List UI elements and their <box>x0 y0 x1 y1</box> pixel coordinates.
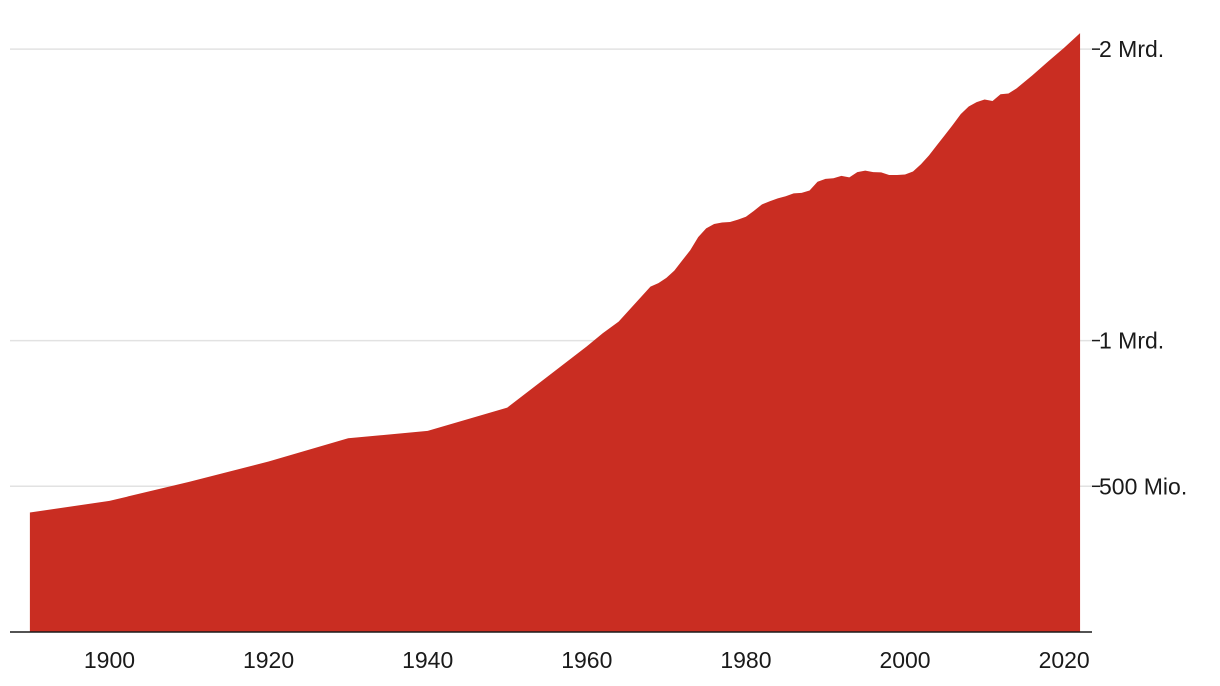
x-tick-label-0: 1900 <box>84 647 135 673</box>
x-tick-label-5: 2000 <box>879 647 930 673</box>
area-series <box>29 33 1081 633</box>
x-tick-label-6: 2020 <box>1039 647 1090 673</box>
x-tick-label-3: 1960 <box>561 647 612 673</box>
area-fill <box>29 33 1081 633</box>
y-tick-label-2: 2 Mrd. <box>1099 36 1164 62</box>
x-tick-label-1: 1920 <box>243 647 294 673</box>
y-tick-label-1: 1 Mrd. <box>1099 328 1164 354</box>
x-axis-ticks: 1900 1920 1940 1960 1980 2000 2020 <box>84 647 1090 673</box>
x-tick-label-2: 1940 <box>402 647 453 673</box>
y-tick-label-0: 500 Mio. <box>1099 473 1187 499</box>
x-tick-label-4: 1980 <box>720 647 771 673</box>
y-axis-ticks: 500 Mio. 1 Mrd. 2 Mrd. <box>1092 36 1187 499</box>
